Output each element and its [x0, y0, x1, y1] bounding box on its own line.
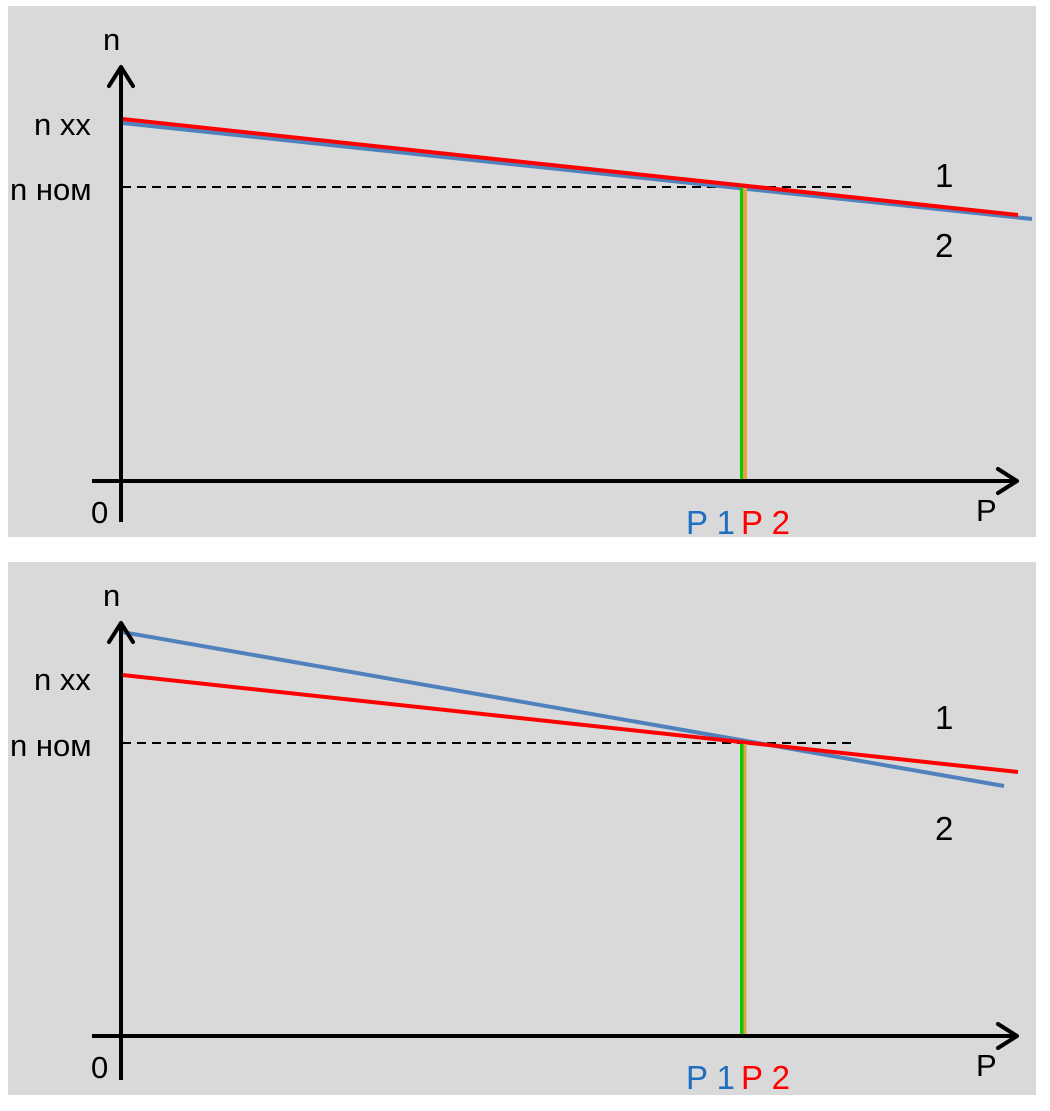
origin-label: 0: [91, 495, 108, 530]
n-xx-label: n xx: [34, 107, 91, 142]
p1-label: P 1: [686, 1059, 735, 1096]
line-2-label: 2: [935, 810, 953, 847]
n-nom-label: n ном: [10, 728, 92, 763]
x-axis-label: P: [976, 1048, 997, 1083]
p2-label: P 2: [741, 1059, 790, 1096]
n-xx-label: n xx: [34, 662, 91, 697]
y-axis-arrow-icon: [107, 65, 135, 88]
p2-label: P 2: [741, 504, 790, 541]
origin-label: 0: [91, 1050, 108, 1085]
x-axis-arrow-icon: [996, 1022, 1019, 1050]
line-1-label: 1: [935, 699, 953, 736]
characteristic-line-2: [121, 630, 1005, 788]
panel-bottom: n n xx n ном 1 2 0 P P 1 P 2: [8, 562, 1036, 1096]
y-axis-arrow-icon: [107, 621, 135, 644]
x-axis-label: P: [976, 493, 997, 528]
p1-label: P 1: [686, 504, 735, 541]
n-nom-label: n ном: [10, 172, 92, 207]
x-axis-arrow-icon: [996, 467, 1019, 495]
line-2-label: 2: [935, 227, 953, 264]
panel-background: [8, 562, 1036, 1095]
y-axis-label: n: [103, 578, 120, 613]
panel-background: [8, 6, 1036, 537]
characteristic-line-1: [121, 117, 1019, 217]
panel-top: n n xx n ном 1 2 0 P P 1 P 2: [8, 6, 1036, 541]
line-1-label: 1: [935, 157, 953, 194]
characteristic-line-2: [121, 121, 1033, 221]
y-axis-label: n: [103, 22, 120, 57]
characteristic-line-1: [121, 673, 1019, 774]
